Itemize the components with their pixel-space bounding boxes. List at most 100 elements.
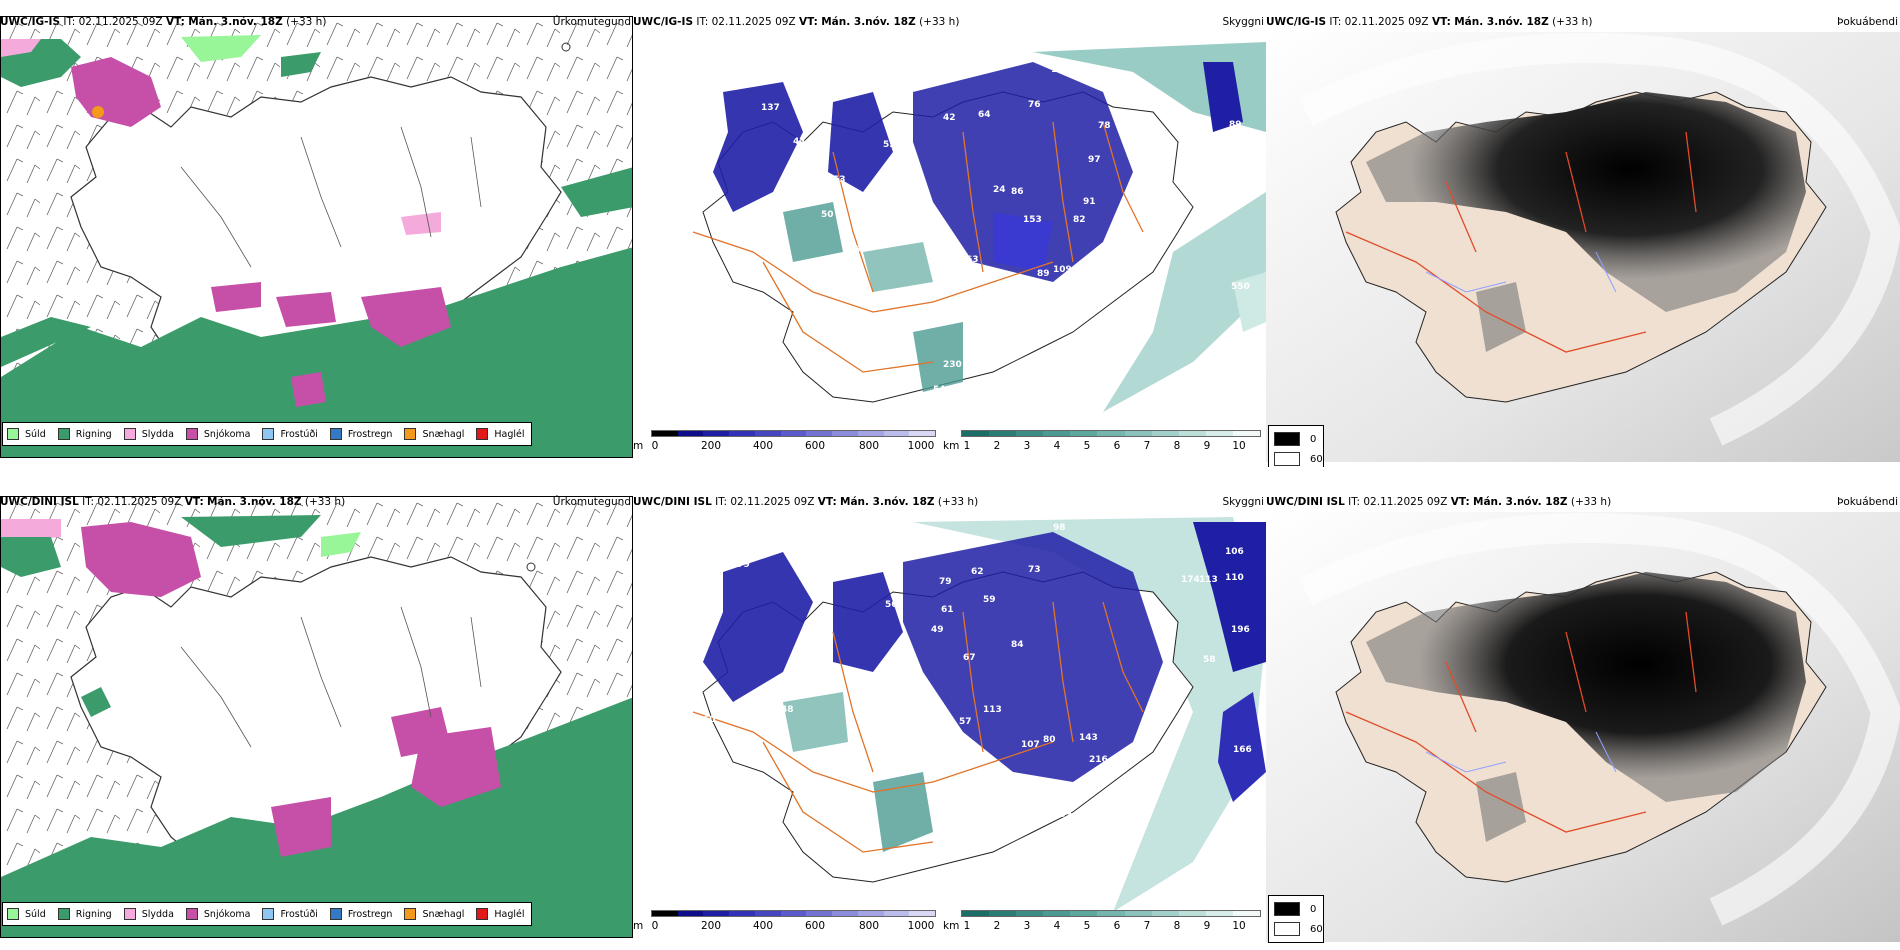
model-name: UWC/IG-IS bbox=[633, 16, 694, 28]
it-label: IT: bbox=[715, 496, 728, 508]
svg-text:83: 83 bbox=[813, 640, 826, 650]
vt-label: VT: bbox=[1450, 496, 1470, 508]
svg-text:57: 57 bbox=[959, 717, 972, 727]
visibility-colorbar bbox=[961, 910, 1261, 917]
legend-swatch bbox=[476, 908, 489, 920]
panel-title: UWC/IG-IS IT: 02.11.2025 09Z VT: Mán. 3.… bbox=[633, 12, 1266, 32]
fog-map bbox=[1266, 512, 1900, 942]
legend-label: Rigning bbox=[75, 428, 112, 440]
svg-text:188: 188 bbox=[1181, 135, 1200, 145]
legend-swatch bbox=[476, 428, 489, 440]
legend-item: Frostregn bbox=[329, 428, 392, 440]
legend-label: 0 bbox=[1310, 903, 1317, 915]
legend-swatch bbox=[185, 908, 198, 920]
lead-time: (+33 h) bbox=[919, 16, 960, 28]
fog-legend: 0 60 bbox=[1268, 895, 1324, 943]
ceiling-tick: 1000 bbox=[907, 440, 935, 452]
svg-text:230: 230 bbox=[943, 360, 962, 370]
ceiling-tick: 1000 bbox=[907, 920, 935, 932]
svg-text:62: 62 bbox=[971, 567, 984, 577]
svg-text:84: 84 bbox=[1011, 640, 1024, 650]
legend-label: Frostregn bbox=[347, 908, 393, 920]
legend-label: Haglél bbox=[494, 428, 525, 440]
legend-label: Snæhagl bbox=[422, 428, 465, 440]
svg-text:50: 50 bbox=[821, 210, 834, 220]
precip-map bbox=[0, 16, 633, 458]
fog-panel-row1: UWC/IG-IS IT: 02.11.2025 09Z VT: Mán. 3.… bbox=[1266, 12, 1900, 467]
ceiling-panel-row1: UWC/IG-IS IT: 02.11.2025 09Z VT: Mán. 3.… bbox=[633, 12, 1266, 467]
svg-text:137: 137 bbox=[761, 103, 780, 113]
legend-swatch bbox=[7, 428, 19, 440]
ceiling-unit: m bbox=[633, 920, 644, 932]
svg-text:113: 113 bbox=[983, 705, 1002, 715]
legend-label: Súld bbox=[25, 428, 46, 440]
svg-text:82: 82 bbox=[1073, 215, 1086, 225]
svg-text:48: 48 bbox=[781, 705, 794, 715]
ceiling-tick: 0 bbox=[651, 920, 659, 932]
legend-item: Slydda bbox=[123, 428, 174, 440]
ceiling-tick: 0 bbox=[651, 440, 659, 452]
svg-text:56: 56 bbox=[885, 600, 898, 610]
legend-item: Haglél bbox=[476, 428, 525, 440]
ceiling-tick: 400 bbox=[752, 920, 774, 932]
legend-swatch bbox=[1274, 452, 1300, 466]
svg-text:109: 109 bbox=[1053, 265, 1072, 275]
visibility-tick: 2 bbox=[993, 440, 1001, 452]
visibility-tick: 3 bbox=[1023, 920, 1031, 932]
it-label: IT: bbox=[1348, 496, 1361, 508]
visibility-tick: 3 bbox=[1023, 440, 1031, 452]
panel-title: UWC/DINI ISL IT: 02.11.2025 09Z VT: Mán.… bbox=[633, 492, 1266, 512]
svg-text:153: 153 bbox=[1023, 215, 1042, 225]
svg-text:89: 89 bbox=[1229, 120, 1242, 130]
svg-text:44: 44 bbox=[793, 137, 806, 147]
ceiling-legend: m 0 200 400 600 800 1000 bbox=[633, 430, 938, 454]
model-name: UWC/IG-IS bbox=[1266, 16, 1327, 28]
fog-panel-row2: UWC/DINI ISL IT: 02.11.2025 09Z VT: Mán.… bbox=[1266, 492, 1900, 950]
visibility-tick: 8 bbox=[1173, 920, 1181, 932]
ceiling-map: 100 137 44 55 42 64 76 78 53 46 50 56 86… bbox=[633, 32, 1266, 432]
svg-text:53: 53 bbox=[833, 175, 846, 185]
svg-text:196: 196 bbox=[1231, 625, 1250, 635]
vt-label: VT: bbox=[798, 16, 818, 28]
visibility-tick: 7 bbox=[1143, 920, 1151, 932]
svg-text:239: 239 bbox=[1053, 810, 1072, 820]
ceiling-tick: 800 bbox=[858, 920, 880, 932]
legend-label: Frostúði bbox=[280, 908, 318, 920]
visibility-tick: 10 bbox=[1232, 440, 1246, 452]
legend-item: Slydda bbox=[123, 908, 174, 920]
legend-item: Snjókoma bbox=[185, 908, 250, 920]
ceiling-colorbar bbox=[651, 430, 936, 437]
visibility-tick: 7 bbox=[1143, 440, 1151, 452]
visibility-tick: 1 bbox=[963, 920, 971, 932]
svg-text:110: 110 bbox=[1225, 573, 1244, 583]
svg-text:902: 902 bbox=[1018, 310, 1037, 320]
visibility-tick: 6 bbox=[1113, 920, 1121, 932]
ceiling-map: 98 179 56 79 62 73 59 49 61 67 84 83 113… bbox=[633, 512, 1266, 912]
panel-type: Þokuábendi bbox=[1837, 16, 1898, 28]
legend-item: Frostregn bbox=[329, 908, 393, 920]
vt-value: Mán. 3.nóv. 18Z bbox=[821, 16, 916, 28]
panel-type: Skyggni bbox=[1222, 496, 1265, 508]
visibility-unit: km bbox=[943, 920, 960, 932]
legend-item: Snjókoma bbox=[185, 428, 250, 440]
panel-type: Þokuábendi bbox=[1837, 496, 1898, 508]
legend-swatch bbox=[329, 428, 342, 440]
legend-label: 60 bbox=[1310, 923, 1323, 935]
svg-text:73: 73 bbox=[1028, 565, 1041, 575]
svg-text:79: 79 bbox=[939, 577, 952, 587]
legend-swatch bbox=[404, 428, 417, 440]
svg-text:100: 100 bbox=[1051, 65, 1070, 75]
panel-title: UWC/DINI ISL IT: 02.11.2025 09Z VT: Mán.… bbox=[1266, 492, 1900, 512]
visibility-tick: 5 bbox=[1083, 920, 1091, 932]
legend-label: Slydda bbox=[141, 428, 174, 440]
svg-text:76: 76 bbox=[1028, 100, 1041, 110]
legend-label: Slydda bbox=[141, 908, 174, 920]
svg-text:58: 58 bbox=[1203, 655, 1216, 665]
it-value: 02.11.2025 09Z bbox=[1363, 496, 1448, 508]
ceiling-tick: 200 bbox=[700, 440, 722, 452]
svg-text:78: 78 bbox=[1098, 121, 1111, 131]
legend-swatch bbox=[185, 428, 198, 440]
it-value: 02.11.2025 09Z bbox=[1344, 16, 1429, 28]
svg-text:89: 89 bbox=[1037, 269, 1050, 279]
svg-text:108: 108 bbox=[873, 685, 892, 695]
